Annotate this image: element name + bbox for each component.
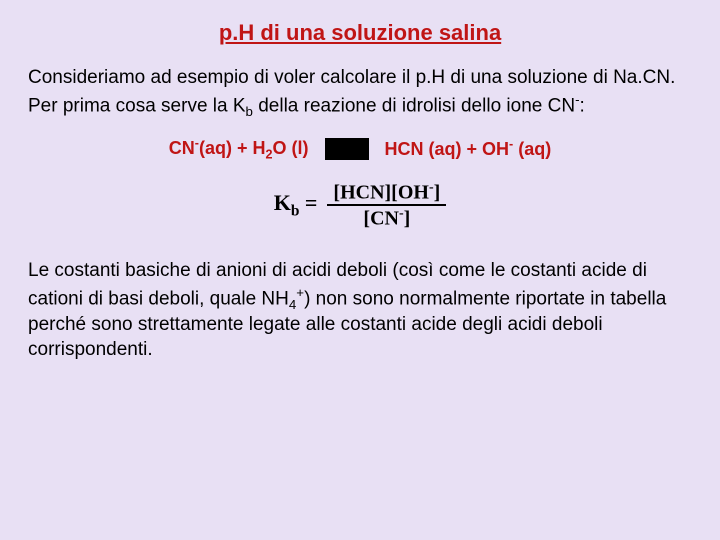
kb-label-b: = xyxy=(299,190,317,215)
arrow-icon xyxy=(325,138,369,160)
frac-den-b: ] xyxy=(404,208,411,230)
sup-plus-1: + xyxy=(296,285,304,300)
frac-num-a: [HCN][OH xyxy=(333,181,429,203)
paragraph-2: Le costanti basiche di anioni di acidi d… xyxy=(28,259,692,362)
fraction: [HCN][OH-] [CN-] xyxy=(327,180,446,231)
kb-label: Kb = xyxy=(274,190,318,220)
slide-title: p.H di una soluzione salina xyxy=(28,20,692,46)
slide-body: p.H di una soluzione salina Consideriamo… xyxy=(0,0,720,398)
kb-formula-row: Kb = [HCN][OH-] [CN-] xyxy=(28,180,692,231)
frac-num-b: ] xyxy=(434,181,441,203)
fraction-numerator: [HCN][OH-] xyxy=(327,180,446,205)
sub-b-1: b xyxy=(246,104,253,119)
eq-right: HCN (aq) + OH- (aq) xyxy=(385,137,552,160)
para1-text-b: della reazione di idrolisi dello ione CN xyxy=(253,95,575,116)
kb-formula: Kb = [HCN][OH-] [CN-] xyxy=(274,180,447,231)
paragraph-1: Consideriamo ad esempio di voler calcola… xyxy=(28,66,692,120)
eq-left-a: CN xyxy=(169,138,195,158)
para1-text-c: : xyxy=(580,95,585,116)
fraction-denominator: [CN-] xyxy=(357,206,416,231)
frac-den-a: [CN xyxy=(363,208,399,230)
eq-left: CN-(aq) + H2O (l) xyxy=(169,136,309,162)
eq-left-b: (aq) + H xyxy=(199,138,266,158)
eq-left-c: O (l) xyxy=(273,138,309,158)
equation-row: CN-(aq) + H2O (l) HCN (aq) + OH- (aq) xyxy=(28,136,692,162)
eq-right-a: HCN (aq) + OH xyxy=(385,139,510,159)
kb-label-a: K xyxy=(274,190,291,215)
sub-2-1: 2 xyxy=(265,148,272,162)
eq-right-b: (aq) xyxy=(513,139,551,159)
